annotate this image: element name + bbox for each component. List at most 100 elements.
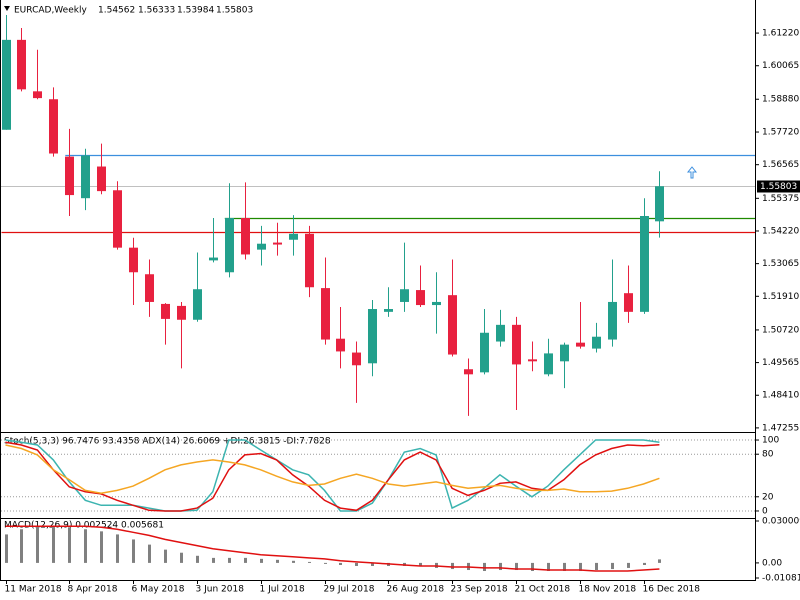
menu-triangle [4,6,10,11]
histogram-bar [371,562,374,566]
candle-body [512,324,521,365]
y-tick-label: -0.01081 [762,574,800,584]
x-tick-label: 18 Nov 2018 [579,585,637,595]
up-arrow [686,166,698,179]
histogram-bar [116,534,119,563]
y-tick-label: 1.48410 [762,391,799,401]
header-open: 1.54562 [98,6,135,16]
candle-body [65,156,74,196]
frame [0,0,756,581]
y-tick-label: 1.51910 [762,292,799,302]
candle-body [576,342,585,347]
histogram-bar [20,529,23,563]
candle-body [592,336,601,349]
x-tick-label: 16 Dec 2018 [643,585,701,595]
histogram-bar [196,555,199,563]
candle-body [321,288,330,340]
histogram-bar [5,534,8,563]
indicator-line [5,444,660,494]
indicator-line [5,439,660,512]
x-tick-label: 6 May 2018 [132,585,185,595]
candle-body [273,242,282,245]
indicator-line [5,441,660,512]
candle-body [448,295,457,355]
candle-body [640,216,649,312]
candle-body [241,217,250,255]
histogram-bar [84,529,87,563]
candle-body [400,289,409,302]
y-tick-label: 80 [762,450,774,460]
histogram-bar [339,562,342,565]
candle-body [129,247,138,273]
y-tick-label: 1.56565 [762,160,799,170]
candle-body [464,369,473,375]
candle-body [336,338,345,352]
candle-body [655,186,664,222]
candle-body [480,332,489,373]
histogram-bar [531,562,534,572]
y-tick-label: 0.030009 [762,517,800,527]
histogram-bar [148,544,151,563]
x-tick-label: 8 Apr 2018 [68,585,118,595]
y-tick-label: 1.49565 [762,358,799,368]
candle-body [33,91,42,99]
x-tick-label: 1 Jul 2018 [260,585,305,595]
histogram-bar [547,562,550,572]
candle-body [560,344,569,362]
y-tick-label: 1.58880 [762,95,799,105]
macd-label: MACD(12,26,9) 0.002524 0.005681 [4,521,164,531]
y-tick-label: 1.47255 [762,423,799,433]
candle-body [416,290,425,306]
y-tick-label: 20 [762,492,774,502]
histogram-bar [595,562,598,571]
histogram-bar [180,552,183,563]
histogram-bar [212,557,215,563]
histogram-bar [68,527,71,563]
candle-body [432,301,441,306]
histogram-bar [276,559,279,563]
candle-body [17,39,26,90]
candle-body [305,233,314,288]
y-tick-label: 1.54220 [762,226,799,236]
histogram-bar [244,557,247,563]
y-tick-label: 1.53065 [762,259,799,269]
y-tick-label: 0 [762,506,768,516]
y-tick-label: 1.60065 [762,61,799,71]
y-tick-label: 1.61220 [762,29,799,39]
histogram-bar [228,557,231,563]
y-tick-label: 1.55375 [762,194,799,204]
x-tick-label: 11 Mar 2018 [5,585,62,595]
candle-body [257,243,266,250]
candle-body [209,257,218,261]
candle-body [49,99,58,154]
histogram-bar [483,562,486,572]
histogram-bar [579,562,582,572]
x-tick-label: 26 Aug 2018 [387,585,445,595]
candle-body [193,289,202,320]
candle-body [496,324,505,342]
candle-body [177,305,186,320]
histogram-bar [324,562,327,564]
candle-body [384,309,393,312]
histogram-bar [164,549,167,563]
header-high: 1.56333 [138,6,175,16]
current-price-box [757,180,800,193]
candle-body [368,309,377,364]
candle-body [2,39,11,130]
signal-line [5,525,660,572]
histogram-bar [658,559,661,563]
candle-body [544,353,553,375]
candle-body [113,190,122,248]
y-tick-label: 0.00 [762,558,782,568]
header-close: 1.55803 [216,6,253,16]
histogram-bar [643,562,646,565]
histogram-bar [260,558,263,563]
histogram-bar [52,526,55,563]
histogram-bar [563,562,566,572]
header-low: 1.53984 [177,6,214,16]
x-tick-label: 3 Jun 2018 [196,585,245,595]
y-tick-label: 1.50720 [762,325,799,335]
stoch-label: Stoch(5,3,3) 96.7476 93.4358 ADX(14) 26.… [4,437,331,447]
candle-body [289,233,298,240]
